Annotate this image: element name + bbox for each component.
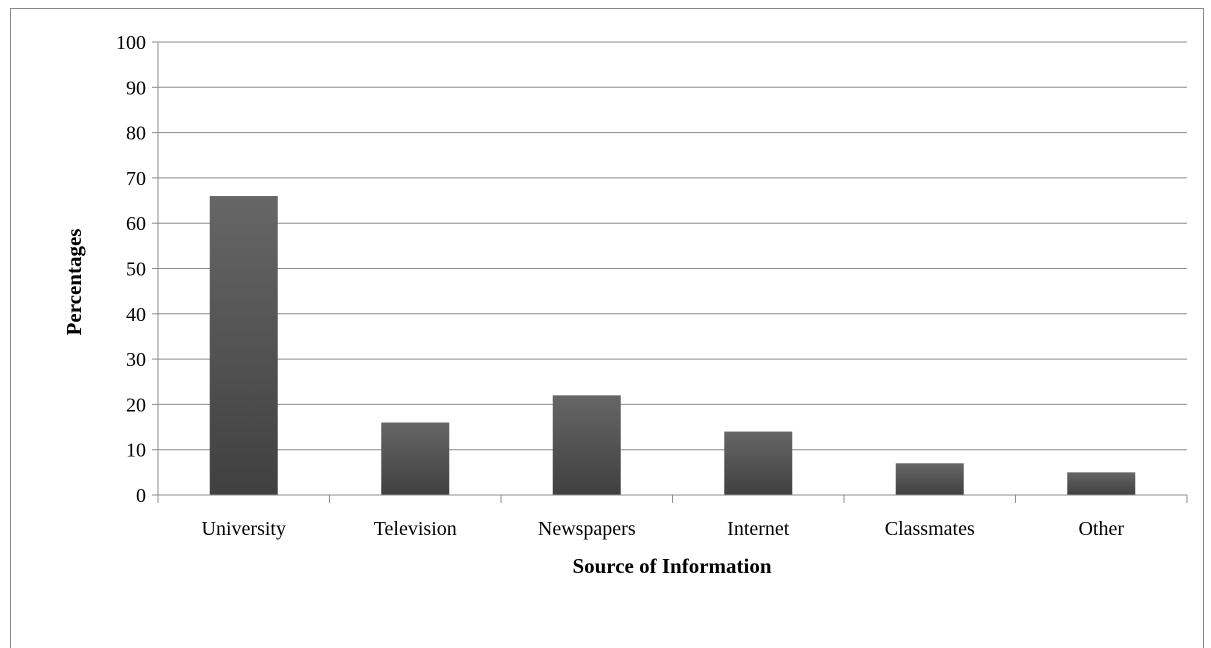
y-tick-label: 30 [126, 349, 146, 371]
y-tick-label: 90 [126, 77, 146, 99]
x-tick-label: Television [374, 518, 457, 540]
axes [152, 41, 1188, 503]
y-tick-label: 50 [126, 259, 146, 281]
x-tick-label: Other [1078, 518, 1124, 540]
y-axis-title: Percentages [62, 229, 86, 336]
bar-university [209, 196, 278, 495]
y-tick-label: 60 [126, 213, 146, 235]
x-tick-label: Internet [727, 518, 790, 540]
bar-newspapers [552, 395, 621, 495]
y-tick-label: 40 [126, 304, 146, 326]
y-tick-label: 20 [126, 394, 146, 416]
bar-chart: 0 10 20 30 40 50 60 70 80 90 100 University Televis… [62, 32, 1188, 578]
x-axis-title: Source of Information [572, 554, 771, 578]
x-tick-labels: University Television Newspapers Internet Cl… [202, 518, 1125, 540]
y-tick-label: 80 [126, 123, 146, 145]
x-tick-label: University [202, 518, 286, 540]
gridlines [158, 41, 1187, 451]
chart-frame [10, 8, 1204, 648]
y-tick-label: 0 [136, 485, 146, 507]
y-tick-label: 70 [126, 168, 146, 190]
y-tick-labels: 0 10 20 30 40 50 60 70 80 90 100 [116, 32, 146, 507]
bar-other [1067, 472, 1136, 495]
y-tick-label: 10 [126, 440, 146, 462]
bar-classmates [895, 463, 964, 495]
bar-internet [724, 431, 793, 495]
bar-television [381, 422, 450, 495]
bars [209, 196, 1136, 495]
y-tick-label: 100 [116, 32, 146, 54]
x-tick-label: Classmates [885, 518, 975, 540]
x-tick-label: Newspapers [538, 518, 636, 540]
